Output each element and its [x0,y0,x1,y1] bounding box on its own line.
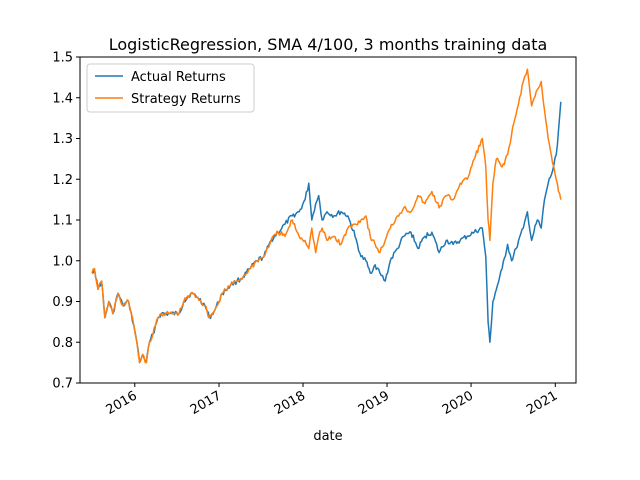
y-tick-label: 1.3 [52,132,73,147]
legend-label-actual-returns: Actual Returns [131,70,226,85]
y-tick-label: 1.4 [52,91,73,106]
y-axis: 0.7 0.8 0.9 1.0 1.1 1.2 1.3 1.4 1.5 [52,51,80,392]
x-axis-label: date [313,429,342,444]
chart-title: LogisticRegression, SMA 4/100, 3 months … [109,35,548,54]
y-tick-label: 0.8 [52,336,73,351]
series-line-strategy-returns [91,68,562,364]
y-tick-label: 1.5 [52,51,73,66]
y-tick-label: 0.7 [52,377,73,392]
legend-label-strategy-returns: Strategy Returns [131,92,241,107]
legend: Actual Returns Strategy Returns [86,63,255,113]
y-tick-label: 0.9 [52,295,73,310]
series-layer [91,68,562,364]
y-tick-label: 1.0 [52,254,73,269]
y-tick-label: 1.1 [52,214,73,229]
y-tick-label: 1.2 [52,173,73,188]
legend-frame [86,63,255,113]
